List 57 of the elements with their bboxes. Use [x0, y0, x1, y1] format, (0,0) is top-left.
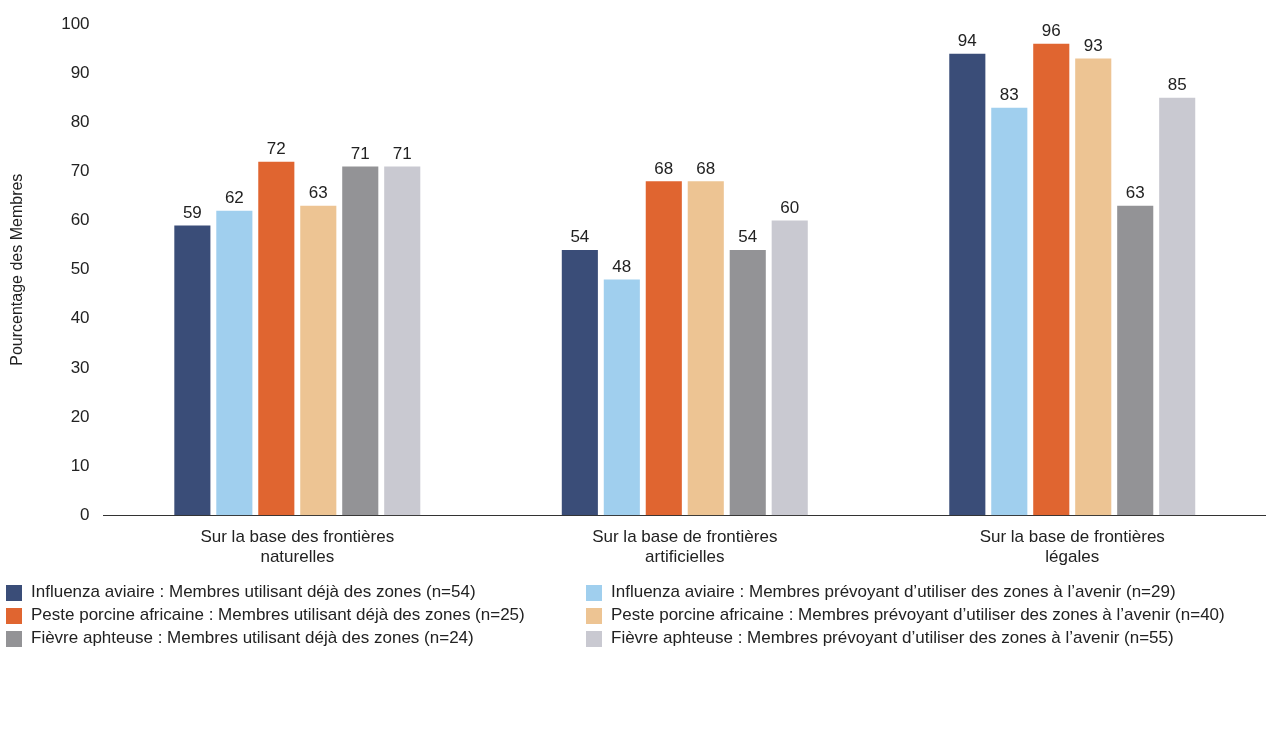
bar [687, 181, 724, 516]
bar [991, 107, 1028, 516]
data-label: 59 [182, 202, 202, 222]
data-label: 85 [1167, 75, 1187, 95]
data-label: 68 [654, 158, 674, 178]
legend-label: Influenza aviaire : Membres utilisant déjà des zones (n=54) [31, 582, 476, 601]
data-label: 54 [738, 227, 758, 247]
y-tick-label: 60 [70, 210, 90, 230]
bar [342, 166, 379, 516]
bar [561, 250, 598, 516]
bar [1075, 58, 1112, 516]
data-label: 93 [1083, 35, 1103, 55]
data-label: 48 [612, 256, 632, 276]
y-tick-label: 10 [70, 455, 90, 475]
bar [1033, 43, 1070, 516]
legend-label: Fièvre aphteuse : Membres utilisant déjà des zones (n=24) [31, 628, 474, 647]
legend-label: Peste porcine africaine : Membres utilisant déjà des zones (n=25) [31, 605, 525, 624]
x-tick-label: Sur la base des frontières naturelles [200, 527, 395, 567]
legend-label: Peste porcine africaine : Membres prévoyant d’utiliser des zones à l’avenir (n=40) [611, 605, 1225, 624]
y-tick-label: 0 [80, 504, 90, 524]
x-tick-label: Sur la base de frontières artificielles [592, 527, 778, 567]
data-label: 72 [266, 138, 286, 158]
y-tick-label: 30 [70, 357, 90, 377]
bar [949, 53, 986, 516]
bar [174, 225, 211, 516]
data-label: 60 [780, 197, 800, 217]
bar [258, 161, 295, 516]
bar [384, 166, 421, 516]
y-axis-title: Pourcentage des Membres [8, 173, 26, 366]
data-label: 83 [999, 84, 1019, 104]
legend-label: Fièvre aphteuse : Membres prévoyant d’utiliser des zones à l’avenir (n=55) [611, 628, 1174, 647]
data-label: 54 [570, 227, 590, 247]
y-tick-label: 20 [70, 406, 90, 426]
y-tick-label: 80 [70, 112, 90, 132]
data-label: 62 [224, 187, 244, 207]
bar [771, 220, 808, 516]
x-tick-label: Sur la base de frontières légales [979, 527, 1165, 567]
data-label: 96 [1041, 21, 1061, 41]
data-label: 63 [308, 183, 328, 203]
y-tick-label: 100 [61, 13, 90, 33]
bar [645, 181, 682, 516]
bar [1159, 97, 1196, 516]
data-label: 94 [957, 30, 977, 50]
y-tick-label: 90 [70, 62, 90, 82]
bar [603, 279, 640, 516]
data-label: 71 [350, 143, 370, 163]
data-label: 68 [696, 158, 716, 178]
data-label: 63 [1125, 183, 1145, 203]
y-tick-label: 70 [70, 161, 90, 181]
bar [1117, 205, 1154, 516]
y-tick-label: 50 [70, 259, 90, 279]
data-label: 71 [392, 143, 412, 163]
y-tick-label: 40 [70, 308, 90, 328]
bar [300, 205, 337, 516]
bar [729, 250, 766, 516]
bar [216, 210, 253, 516]
legend-label: Influenza aviaire : Membres prévoyant d’utiliser des zones à l’avenir (n=29) [611, 582, 1176, 601]
